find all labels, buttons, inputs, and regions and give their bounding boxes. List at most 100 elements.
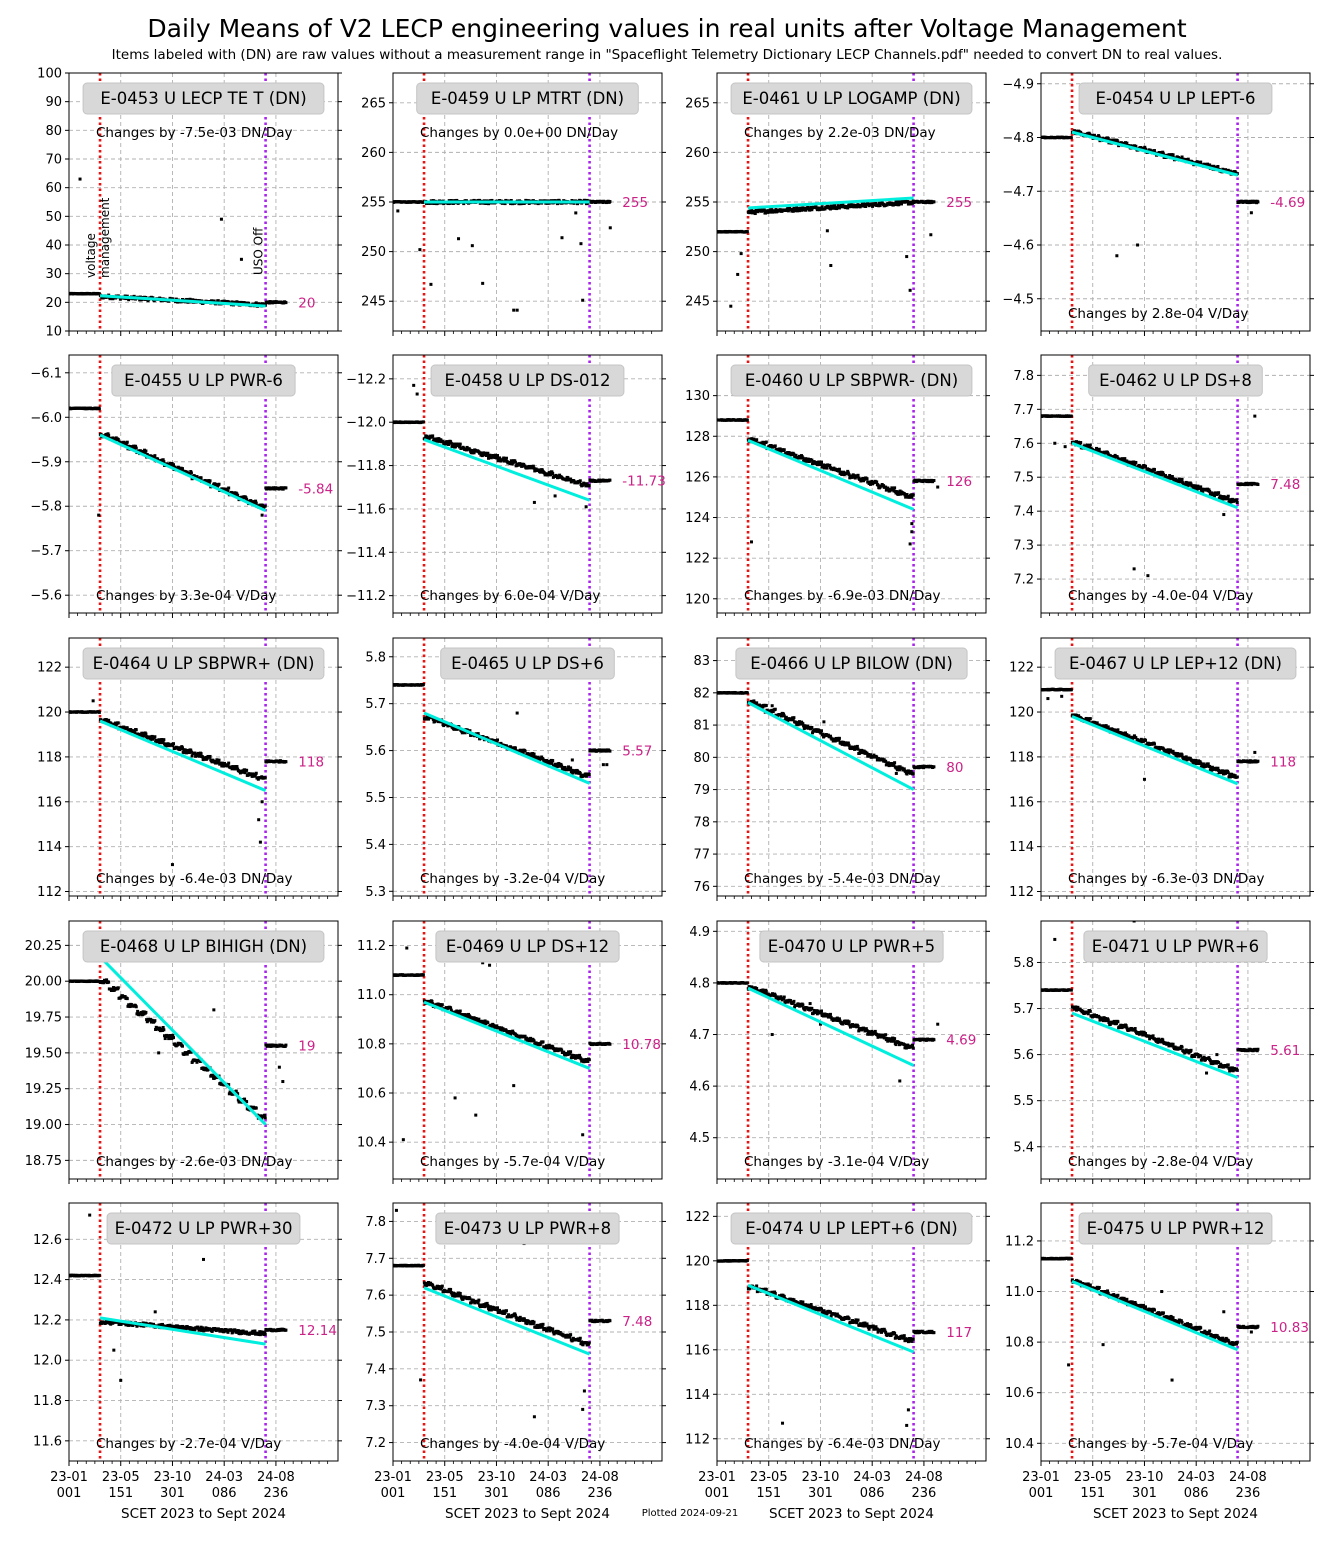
data-point [260, 503, 264, 507]
outlier-point [894, 771, 898, 775]
data-point [547, 759, 551, 763]
data-point [774, 208, 778, 212]
outlier-point [515, 308, 519, 312]
data-point [247, 301, 251, 305]
data-point [421, 420, 425, 424]
change-rate-label: Changes by 6.0e-04 V/Day [420, 588, 600, 604]
data-point [136, 1009, 140, 1013]
data-point [523, 749, 527, 753]
data-point [897, 492, 901, 496]
y-tick-label: 5.8 [365, 650, 386, 665]
plot-area [393, 638, 612, 896]
y-tick-label: 114 [1009, 840, 1034, 855]
data-point [752, 437, 756, 441]
data-point [162, 738, 166, 742]
data-point [551, 759, 555, 763]
data-point [608, 200, 612, 204]
data-point [513, 459, 517, 463]
data-point [868, 482, 872, 486]
plot-area [393, 355, 612, 613]
data-point [1151, 469, 1155, 473]
data-point [97, 292, 101, 296]
data-point [874, 201, 878, 205]
y-tick-label: 19.25 [25, 1082, 62, 1097]
plot-area [717, 355, 940, 613]
data-point [171, 1036, 175, 1040]
data-point [784, 715, 788, 719]
subplot-title: E-0460 U LP SBPWR- (DN) [745, 371, 958, 390]
data-point [1168, 474, 1172, 478]
data-point [254, 501, 258, 505]
data-point [1143, 147, 1147, 151]
subplot-title: E-0454 U LP LEPT-6 [1096, 89, 1256, 108]
subplot-9: 112 114 116 118 120 122 118 E-0464 U LP SBPWR+ … [37, 637, 342, 901]
data-point [472, 198, 476, 202]
data-point [904, 495, 908, 499]
trend-fit-line [423, 711, 591, 785]
data-point [468, 729, 472, 733]
y-tick-label: 260 [685, 146, 710, 161]
data-point [792, 452, 796, 456]
plot-area [69, 921, 288, 1179]
plot-area [1041, 73, 1260, 331]
axes-frame [392, 354, 663, 614]
data-point [1226, 497, 1230, 501]
data-point [833, 204, 837, 208]
outlier-point [574, 211, 578, 215]
data-point [762, 208, 766, 212]
subplot-7: 120 122 124 126 128 130 126 E-0460 U LP SBPWR- … [685, 354, 990, 618]
subplot-title: E-0461 U LP LOGAMP (DN) [742, 89, 960, 108]
y-tick-label: −11.8 [346, 459, 386, 474]
data-point [465, 445, 469, 449]
data-point [1095, 721, 1099, 725]
data-point [207, 481, 211, 485]
data-point [745, 418, 749, 422]
data-point [1127, 734, 1131, 738]
data-point [180, 746, 184, 750]
y-tick-label: 18.75 [25, 1154, 62, 1169]
data-point [1181, 481, 1185, 485]
plot-area [69, 73, 288, 331]
outlier-point [260, 800, 264, 804]
data-point [804, 208, 808, 212]
subplot-title: E-0453 U LECP TE T (DN) [100, 89, 306, 108]
data-point [1097, 135, 1101, 139]
data-point [1221, 497, 1225, 501]
data-point [587, 773, 591, 777]
data-point [1134, 460, 1138, 464]
data-point [162, 1028, 166, 1032]
y-tick-label: 5.5 [365, 791, 386, 806]
figure-title: Daily Means of V2 LECP engineering value… [147, 14, 1187, 43]
data-point [828, 463, 832, 467]
data-point [750, 437, 754, 441]
data-point [217, 482, 221, 486]
data-point [846, 741, 850, 745]
outlier-point [910, 530, 914, 534]
y-tick-label: −5.7 [30, 544, 62, 559]
last-value-label: 126 [946, 474, 972, 490]
data-point [1180, 753, 1184, 757]
subplot-title-box [735, 647, 968, 680]
data-point [189, 748, 193, 752]
outlier-point [219, 217, 223, 221]
outlier-point [1253, 414, 1257, 418]
last-value-label: -4.69 [1270, 195, 1305, 211]
subplot-title-box [82, 647, 325, 680]
data-point [544, 758, 548, 762]
data-point [1088, 132, 1092, 136]
data-point [134, 728, 138, 732]
data-point [187, 751, 191, 755]
data-point [556, 202, 560, 206]
data-point [134, 446, 138, 450]
data-point [1115, 138, 1119, 142]
data-point [811, 731, 815, 735]
data-point [547, 471, 551, 475]
data-point [444, 442, 448, 446]
subplot-title-box [730, 364, 973, 397]
data-point [144, 732, 148, 736]
outlier-point [481, 281, 485, 285]
data-point [893, 486, 897, 490]
data-point [910, 495, 914, 499]
data-point [427, 437, 431, 441]
data-point [133, 731, 137, 735]
